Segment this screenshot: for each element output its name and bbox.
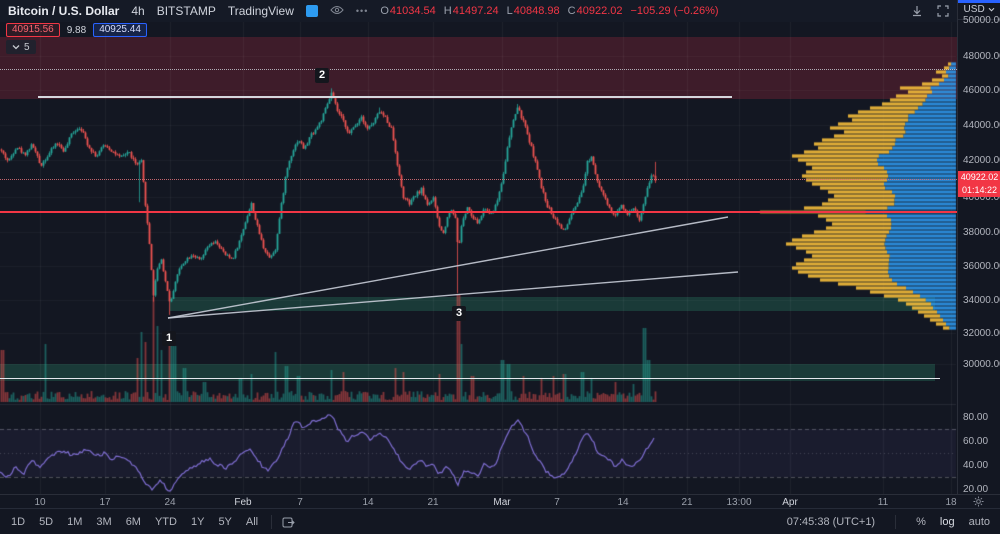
price-tick: 46000.00 (963, 85, 1000, 96)
price-tick: 34000.00 (963, 295, 1000, 306)
time-tick: 17 (99, 497, 111, 508)
indicators-collapse-badge[interactable]: 5 (6, 40, 36, 54)
chevron-down-icon (989, 7, 995, 12)
hline-entry-dotted-red[interactable] (0, 179, 957, 180)
time-tick: 18 (945, 497, 957, 508)
price-tick: 60.00 (963, 436, 989, 447)
point-label-1[interactable]: 1 (162, 331, 177, 346)
toolbar-divider (895, 514, 897, 529)
range-button-1m[interactable]: 1M (67, 515, 83, 528)
time-tick: 13:00 (726, 497, 752, 508)
bottom-toolbar: 1D 5D 1M 3M 6M YTD 1Y 5Y All 07:45:38 (UTC+1) % … (0, 508, 1000, 534)
time-tick: 7 (554, 497, 560, 508)
fullscreen-icon[interactable] (934, 3, 952, 19)
axis-accent-strip (958, 0, 1000, 3)
exchange-label: BITSTAMP (156, 4, 216, 18)
bar-countdown: 01:14:22 (961, 185, 998, 195)
price-tick: 30000.00 (963, 359, 1000, 370)
hline-resistance-white[interactable] (38, 96, 732, 98)
percent-scale-button[interactable]: % (916, 515, 926, 528)
go-to-date-icon[interactable] (278, 514, 298, 530)
price-tick: 40.00 (963, 460, 989, 471)
eye-icon[interactable] (330, 4, 344, 18)
time-tick: 11 (877, 497, 889, 508)
time-tick: Apr (782, 497, 798, 508)
price-tick: 80.00 (963, 412, 989, 423)
interval-label[interactable]: 4h (131, 4, 145, 18)
open-value: 41034.54 (389, 5, 436, 17)
range-button-1d[interactable]: 1D (11, 515, 26, 528)
chevron-down-icon (12, 45, 20, 50)
range-button-all[interactable]: All (245, 515, 259, 528)
buy-price-box[interactable]: 40925.44 (93, 23, 147, 37)
high-value: 41497.24 (452, 5, 499, 17)
range-button-6m[interactable]: 6M (125, 515, 141, 528)
clock-timezone[interactable]: 07:45:38 (UTC+1) (786, 515, 876, 528)
range-button-5d[interactable]: 5D (39, 515, 54, 528)
last-price-value: 40922.02 (960, 172, 999, 182)
spread-value: 9.88 (66, 24, 87, 36)
chart-header: Bitcoin / U.S. Dollar 4h BITSTAMP Tradin… (0, 0, 957, 22)
candlestick-chart-canvas[interactable] (0, 22, 957, 494)
time-tick: Mar (493, 497, 511, 508)
time-tick: 21 (427, 497, 439, 508)
time-tick: Feb (234, 497, 252, 508)
sell-price-box[interactable]: 40915.56 (6, 23, 60, 37)
price-axis[interactable]: USD 50000.00 48000.00 46000.00 44000.00 4200… (957, 0, 1000, 495)
price-tick: 36000.00 (963, 261, 1000, 272)
order-price-row: 40915.56 9.88 40925.44 (6, 23, 147, 37)
point-label-3[interactable]: 3 (452, 306, 467, 321)
hline-dotted-white[interactable] (0, 69, 957, 70)
symbol-title[interactable]: Bitcoin / U.S. Dollar (8, 4, 120, 18)
download-icon[interactable] (908, 3, 926, 19)
close-value: 40922.02 (576, 5, 623, 17)
toolbar-divider (271, 514, 273, 529)
point-label-2[interactable]: 2 (315, 68, 330, 83)
time-tick: 24 (164, 497, 176, 508)
last-price-label: 40922.02 01:14:22 (958, 171, 1000, 197)
price-tick: 44000.00 (963, 120, 1000, 131)
change-value: −105.29 (−0.26%) (630, 5, 719, 17)
brand-label: TradingView (227, 4, 294, 18)
time-tick: 14 (617, 497, 629, 508)
range-button-1y[interactable]: 1Y (190, 515, 205, 528)
currency-selector[interactable]: USD (958, 4, 1000, 20)
axis-settings-corner[interactable] (957, 494, 1000, 508)
price-tick: 40000.00 (963, 192, 1000, 203)
price-tick: 50000.00 (963, 15, 1000, 26)
price-tick: 48000.00 (963, 51, 1000, 62)
log-scale-button[interactable]: log (939, 515, 955, 528)
price-tick: 20.00 (963, 484, 989, 495)
range-button-3m[interactable]: 3M (96, 515, 112, 528)
time-tick: 10 (34, 497, 46, 508)
hline-support-white[interactable] (0, 378, 940, 379)
price-tick: 38000.00 (963, 227, 1000, 238)
price-tick: 42000.00 (963, 155, 1000, 166)
tradingview-logo-icon[interactable] (305, 5, 318, 17)
range-button-ytd[interactable]: YTD (154, 515, 177, 528)
time-tick: 14 (362, 497, 374, 508)
price-tick: 32000.00 (963, 328, 1000, 339)
hline-red-level[interactable] (0, 211, 957, 213)
time-tick: 7 (297, 497, 303, 508)
auto-scale-button[interactable]: auto (968, 515, 990, 528)
more-options-icon[interactable]: ••• (355, 6, 369, 16)
low-value: 40848.98 (513, 5, 560, 17)
hidden-indicators-count: 5 (24, 41, 30, 53)
ohlc-readout: O41034.54 H41497.24 L40848.98 C40922.02 … (380, 5, 719, 17)
range-button-5y[interactable]: 5Y (218, 515, 232, 528)
gear-icon (973, 496, 984, 507)
time-axis[interactable]: 10 17 24 Feb 7 14 21 Mar 7 14 21 13:00 Apr 11 18 (0, 494, 957, 508)
time-tick: 21 (681, 497, 693, 508)
